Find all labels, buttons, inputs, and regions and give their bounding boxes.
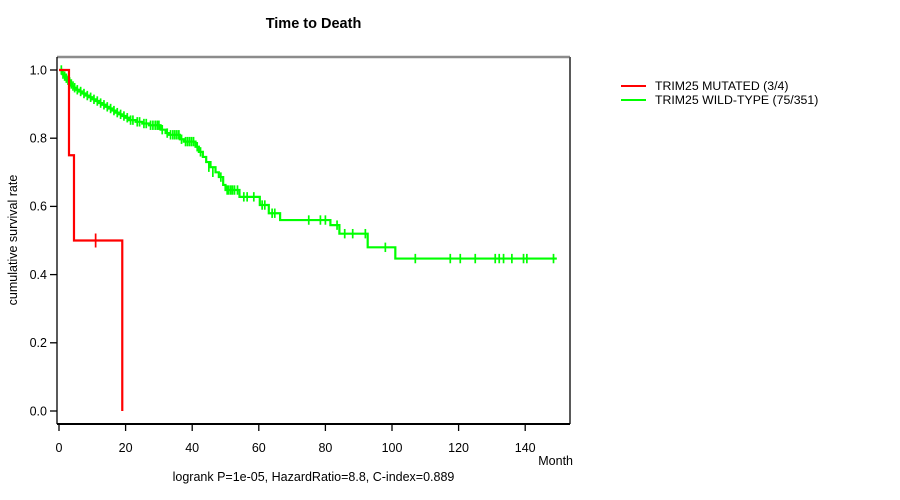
svg-text:0.0: 0.0: [30, 404, 47, 418]
svg-text:0.6: 0.6: [30, 200, 47, 214]
svg-text:80: 80: [318, 441, 332, 455]
svg-text:60: 60: [252, 441, 266, 455]
legend-line-swatch-mutated: [621, 85, 646, 87]
legend-label-wildtype: TRIM25 WILD-TYPE (75/351): [655, 93, 819, 107]
svg-text:0.4: 0.4: [30, 268, 47, 282]
stats-annotation: logrank P=1e-05, HazardRatio=8.8, C-inde…: [172, 470, 455, 484]
svg-text:0: 0: [56, 441, 63, 455]
svg-text:0.2: 0.2: [30, 336, 47, 350]
svg-text:140: 140: [515, 441, 536, 455]
legend-label-mutated: TRIM25 MUTATED (3/4): [655, 79, 789, 93]
legend-item-mutated: TRIM25 MUTATED (3/4): [621, 79, 818, 93]
svg-text:40: 40: [185, 441, 199, 455]
svg-text:100: 100: [382, 441, 403, 455]
legend: TRIM25 MUTATED (3/4) TRIM25 WILD-TYPE (7…: [621, 79, 818, 107]
svg-text:120: 120: [448, 441, 469, 455]
svg-text:20: 20: [119, 441, 133, 455]
y-axis-title: cumulative survival rate: [6, 174, 20, 306]
chart-title: Time to Death: [265, 16, 362, 32]
svg-text:0.8: 0.8: [30, 132, 47, 146]
x-axis-title: Month: [538, 454, 573, 468]
legend-line-swatch-wildtype: [621, 99, 646, 101]
legend-item-wildtype: TRIM25 WILD-TYPE (75/351): [621, 93, 818, 107]
svg-text:1.0: 1.0: [30, 63, 47, 77]
